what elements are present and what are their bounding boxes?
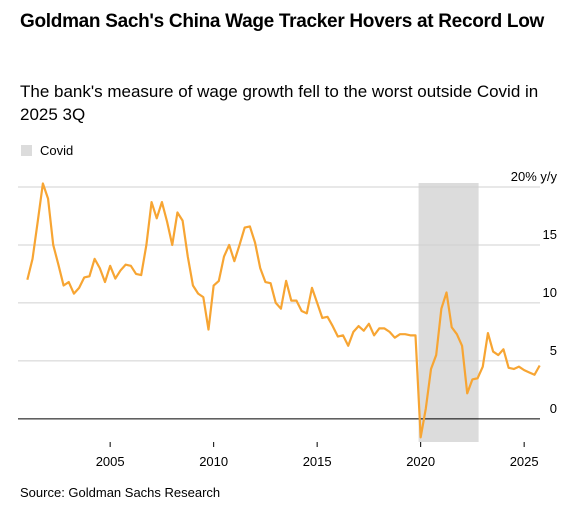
y-tick-label: 20% y/y xyxy=(511,169,558,184)
y-tick-label: 10 xyxy=(543,285,557,300)
source-note: Source: Goldman Sachs Research xyxy=(20,485,221,500)
x-tick-label: 2010 xyxy=(199,454,228,469)
data-line xyxy=(26,182,541,439)
legend-label: Covid xyxy=(40,143,73,158)
y-tick-label: 0 xyxy=(550,401,557,416)
y-tick-label: 15 xyxy=(543,227,557,242)
x-tick-label: 2020 xyxy=(406,454,435,469)
chart-subtitle: The bank's measure of wage growth fell t… xyxy=(20,82,539,124)
legend-swatch xyxy=(21,145,32,156)
y-tick-label: 5 xyxy=(550,343,557,358)
x-tick-label: 2025 xyxy=(510,454,539,469)
x-tick-label: 2005 xyxy=(96,454,125,469)
x-tick-label: 2015 xyxy=(303,454,332,469)
chart-title: Goldman Sach's China Wage Tracker Hovers… xyxy=(20,11,544,32)
